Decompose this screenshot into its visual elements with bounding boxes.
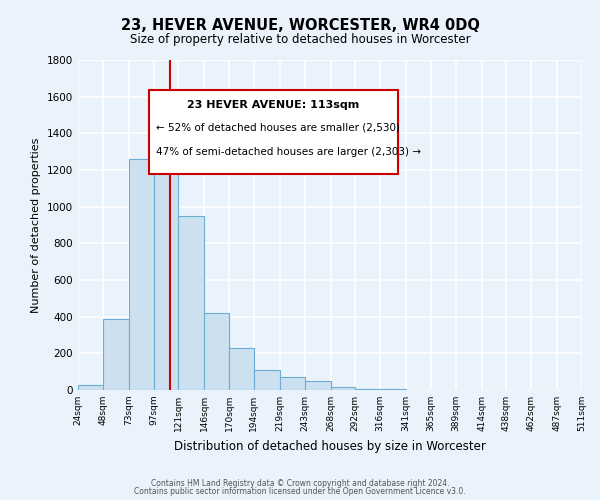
Bar [229,348,254,390]
Text: ← 52% of detached houses are smaller (2,530): ← 52% of detached houses are smaller (2,… [156,122,400,132]
Text: 23 HEVER AVENUE: 113sqm: 23 HEVER AVENUE: 113sqm [187,100,359,110]
Bar [103,318,129,390]
Y-axis label: Number of detached properties: Number of detached properties [31,138,41,312]
Text: 23, HEVER AVENUE, WORCESTER, WR4 0DQ: 23, HEVER AVENUE, WORCESTER, WR4 0DQ [121,18,479,32]
Bar [204,313,229,390]
Bar [280,377,305,390]
Bar [178,216,204,390]
Text: Contains public sector information licensed under the Open Government Licence v3: Contains public sector information licen… [134,488,466,496]
Bar [78,386,103,390]
Text: 47% of semi-detached houses are larger (2,303) →: 47% of semi-detached houses are larger (… [156,148,421,158]
Bar [254,370,280,390]
Bar [355,389,380,390]
Bar [129,159,154,390]
X-axis label: Distribution of detached houses by size in Worcester: Distribution of detached houses by size … [174,440,486,452]
FancyBboxPatch shape [149,90,398,174]
Text: Contains HM Land Registry data © Crown copyright and database right 2024.: Contains HM Land Registry data © Crown c… [151,478,449,488]
Bar [154,135,178,390]
Bar [305,381,331,390]
Bar [380,389,406,390]
Text: Size of property relative to detached houses in Worcester: Size of property relative to detached ho… [130,32,470,46]
Bar [331,387,355,390]
